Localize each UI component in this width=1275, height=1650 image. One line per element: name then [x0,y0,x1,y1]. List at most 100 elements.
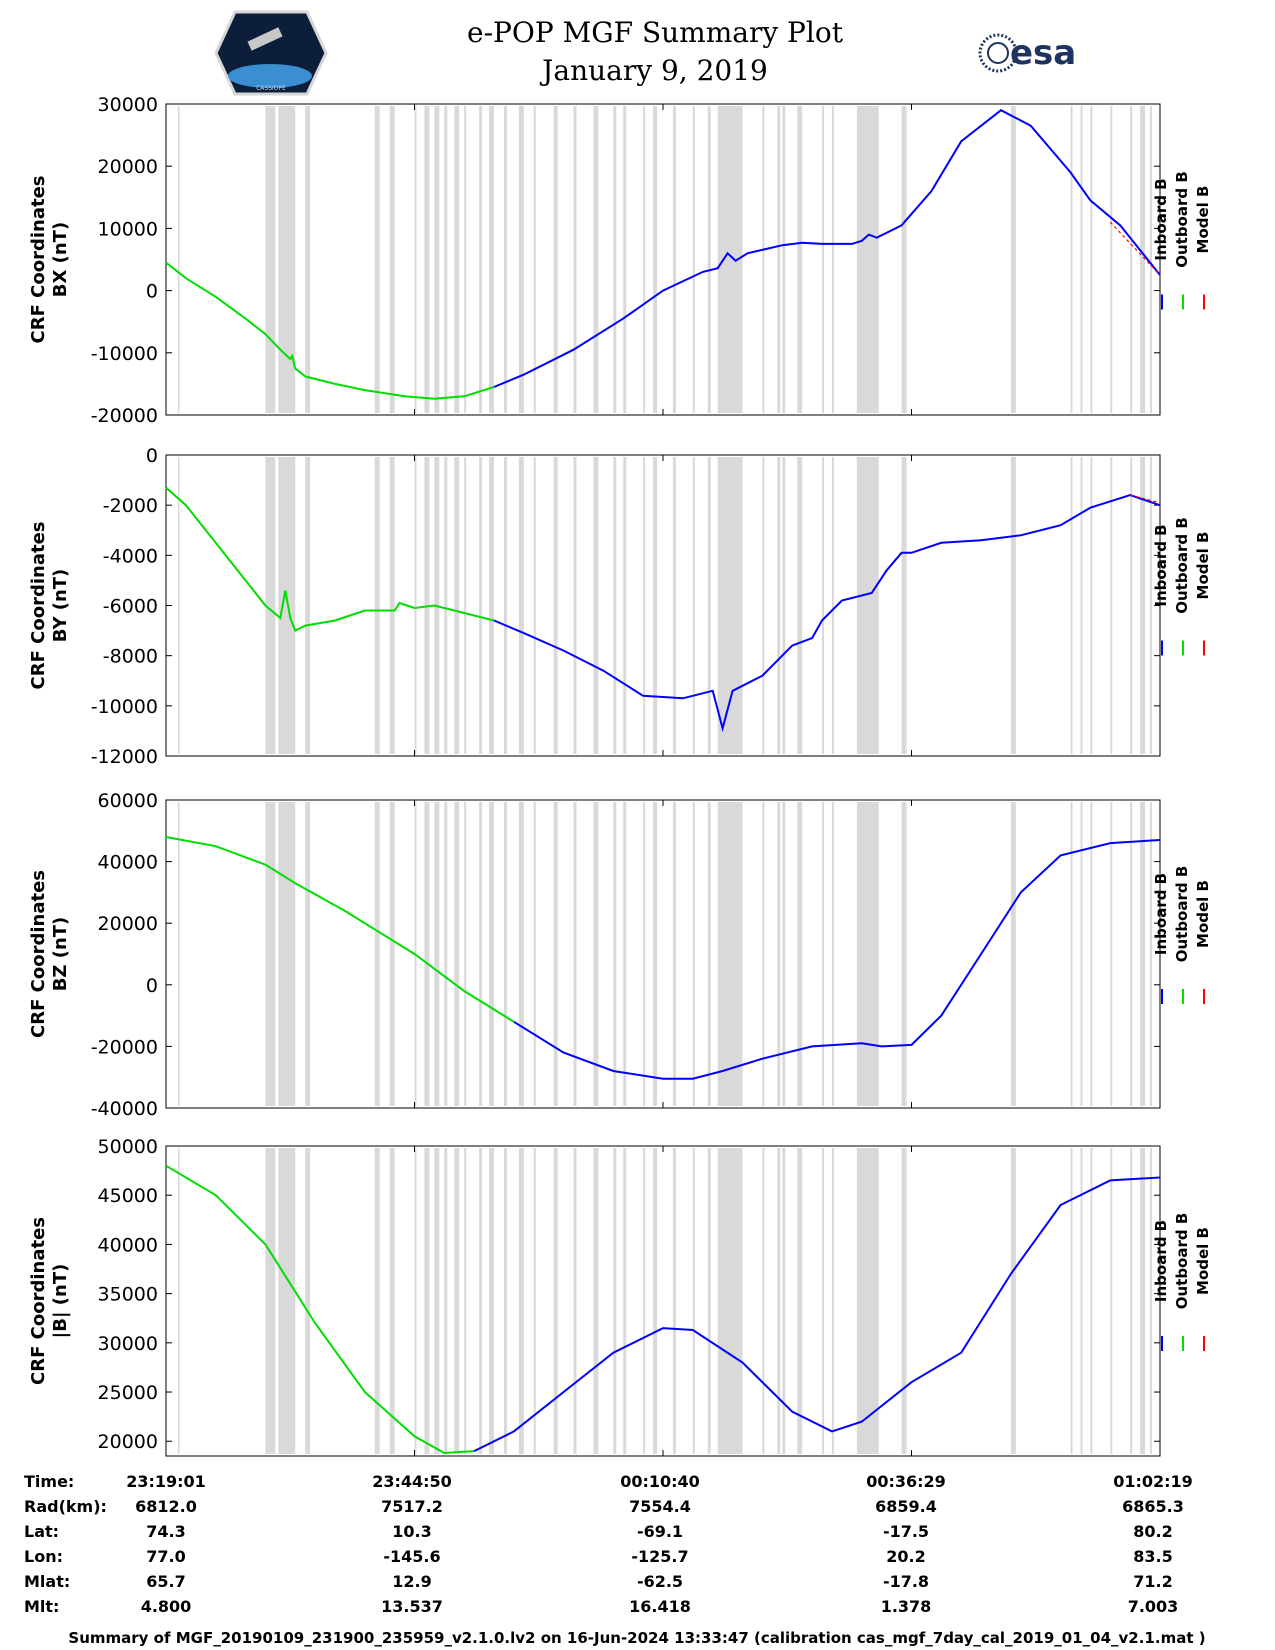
data-gap-band [901,802,907,1106]
data-gap-band [1070,106,1073,413]
data-gap-band [1150,106,1153,413]
y-axis-label: CRF Coordinates [28,176,49,344]
data-gap-band [643,106,646,413]
y-tick-label: 0 [146,281,158,303]
data-gap-band [822,106,825,413]
data-gap-band [1130,1148,1133,1454]
data-gap-band [901,1148,907,1454]
data-gap-band [692,457,695,754]
data-gap-band [444,802,448,1106]
data-gap-band [707,1148,711,1454]
data-gap-band [707,106,711,413]
legend-label: Model B [1194,1227,1212,1295]
data-gap-band [444,106,448,413]
data-gap-band [305,1148,311,1454]
y-tick-label: 40000 [98,852,158,874]
data-gap-band [573,106,577,413]
legend-label: Inboard B [1152,873,1170,955]
data-gap-band [414,457,417,754]
y-tick-label: -40000 [91,1098,158,1120]
data-gap-band [573,802,577,1106]
data-gap-band [782,106,786,413]
data-gap-band [856,457,879,754]
data-gap-band [1070,1148,1073,1454]
data-gap-band [518,802,524,1106]
y-tick-label: -12000 [91,746,158,768]
data-gap-band [831,457,834,754]
data-gap-band [434,802,440,1106]
series-outboard-line [165,261,495,400]
ephem-column: 23:44:50 7517.2 10.3 -145.6 12.9 13.537 [372,1472,452,1616]
data-gap-band [831,802,834,1106]
y-tick-label: -20000 [91,1036,158,1058]
ephem-value: 6865.3 [1122,1497,1184,1516]
legend-label: Model B [1194,880,1212,948]
ephem-value: 23:19:01 [126,1472,206,1491]
data-gap-band [653,1148,658,1454]
data-gap-band [177,106,180,413]
ephem-value: 6812.0 [135,1497,197,1516]
data-gap-band [278,802,296,1106]
data-gap-band [553,802,558,1106]
figure-date: January 9, 2019 [539,54,768,87]
legend-label: Outboard B [1173,866,1191,963]
data-gap-band [593,106,599,413]
y-tick-label: 25000 [98,1382,158,1404]
data-gap-band [1010,457,1016,754]
data-gap-band [672,1148,676,1454]
data-gap-band [1140,106,1146,413]
data-gap-band [479,457,483,754]
data-gap-band [374,802,380,1106]
data-gap-band [707,457,711,754]
data-gap-band [414,106,417,413]
ephem-value: 01:02:19 [1113,1472,1193,1491]
data-gap-band [464,106,467,413]
series-outboard-line [165,1164,475,1455]
data-gap-band [1110,802,1113,1106]
y-tick-label: 0 [146,445,158,467]
data-gap-band [479,106,483,413]
data-gap-band [901,457,907,754]
data-gap-band [444,1148,448,1454]
data-gap-band [454,802,460,1106]
footer-text: Summary of MGF_20190109_231900_235959_v2… [68,1629,1205,1647]
data-gap-band [643,457,646,754]
ephem-value: 7554.4 [629,1497,691,1516]
series-outboard-line [165,836,515,1023]
series-inboard-line [493,494,1161,733]
ephem-column: 23:19:01 6812.0 74.3 77.0 65.7 4.800 [126,1472,206,1616]
cassiope-logo-text: CASSIOPE [256,85,286,92]
y-axis-label: CRF Coordinates [28,522,49,690]
data-gap-band [479,1148,483,1454]
ephem-value: 6859.4 [875,1497,937,1516]
y-tick-label: -8000 [103,646,158,668]
data-gap-band [533,457,536,754]
legend-label: Inboard B [1152,524,1170,606]
data-gap-band [489,802,495,1106]
ephem-value: 00:10:40 [620,1472,700,1491]
data-gap-band [464,802,467,1106]
data-gap-band [593,1148,599,1454]
y-tick-label: 20000 [98,156,158,178]
data-gap-band [434,106,440,413]
data-gap-band [717,802,743,1106]
data-gap-band [374,457,380,754]
data-gap-band [1090,106,1093,413]
legend-label: Outboard B [1173,171,1191,268]
y-tick-label: 30000 [98,1333,158,1355]
data-gap-band [782,457,786,754]
data-gap-band [265,1148,276,1454]
data-gap-band [503,106,507,413]
y-axis-unit-label: BX (nT) [50,222,71,297]
y-tick-label: -6000 [103,596,158,618]
panel-3: -40000 -20000 0 20000 40000 60000 CRF Coordina… [28,790,1212,1120]
data-gap-band [1010,802,1016,1106]
data-gap-band [454,457,460,754]
legend-label: Inboard B [1152,1220,1170,1302]
data-gap-band [278,457,296,754]
data-gap-band [374,1148,380,1454]
data-gap-band [1150,1148,1153,1454]
data-gap-band [831,106,834,413]
data-gap-band [434,1148,440,1454]
